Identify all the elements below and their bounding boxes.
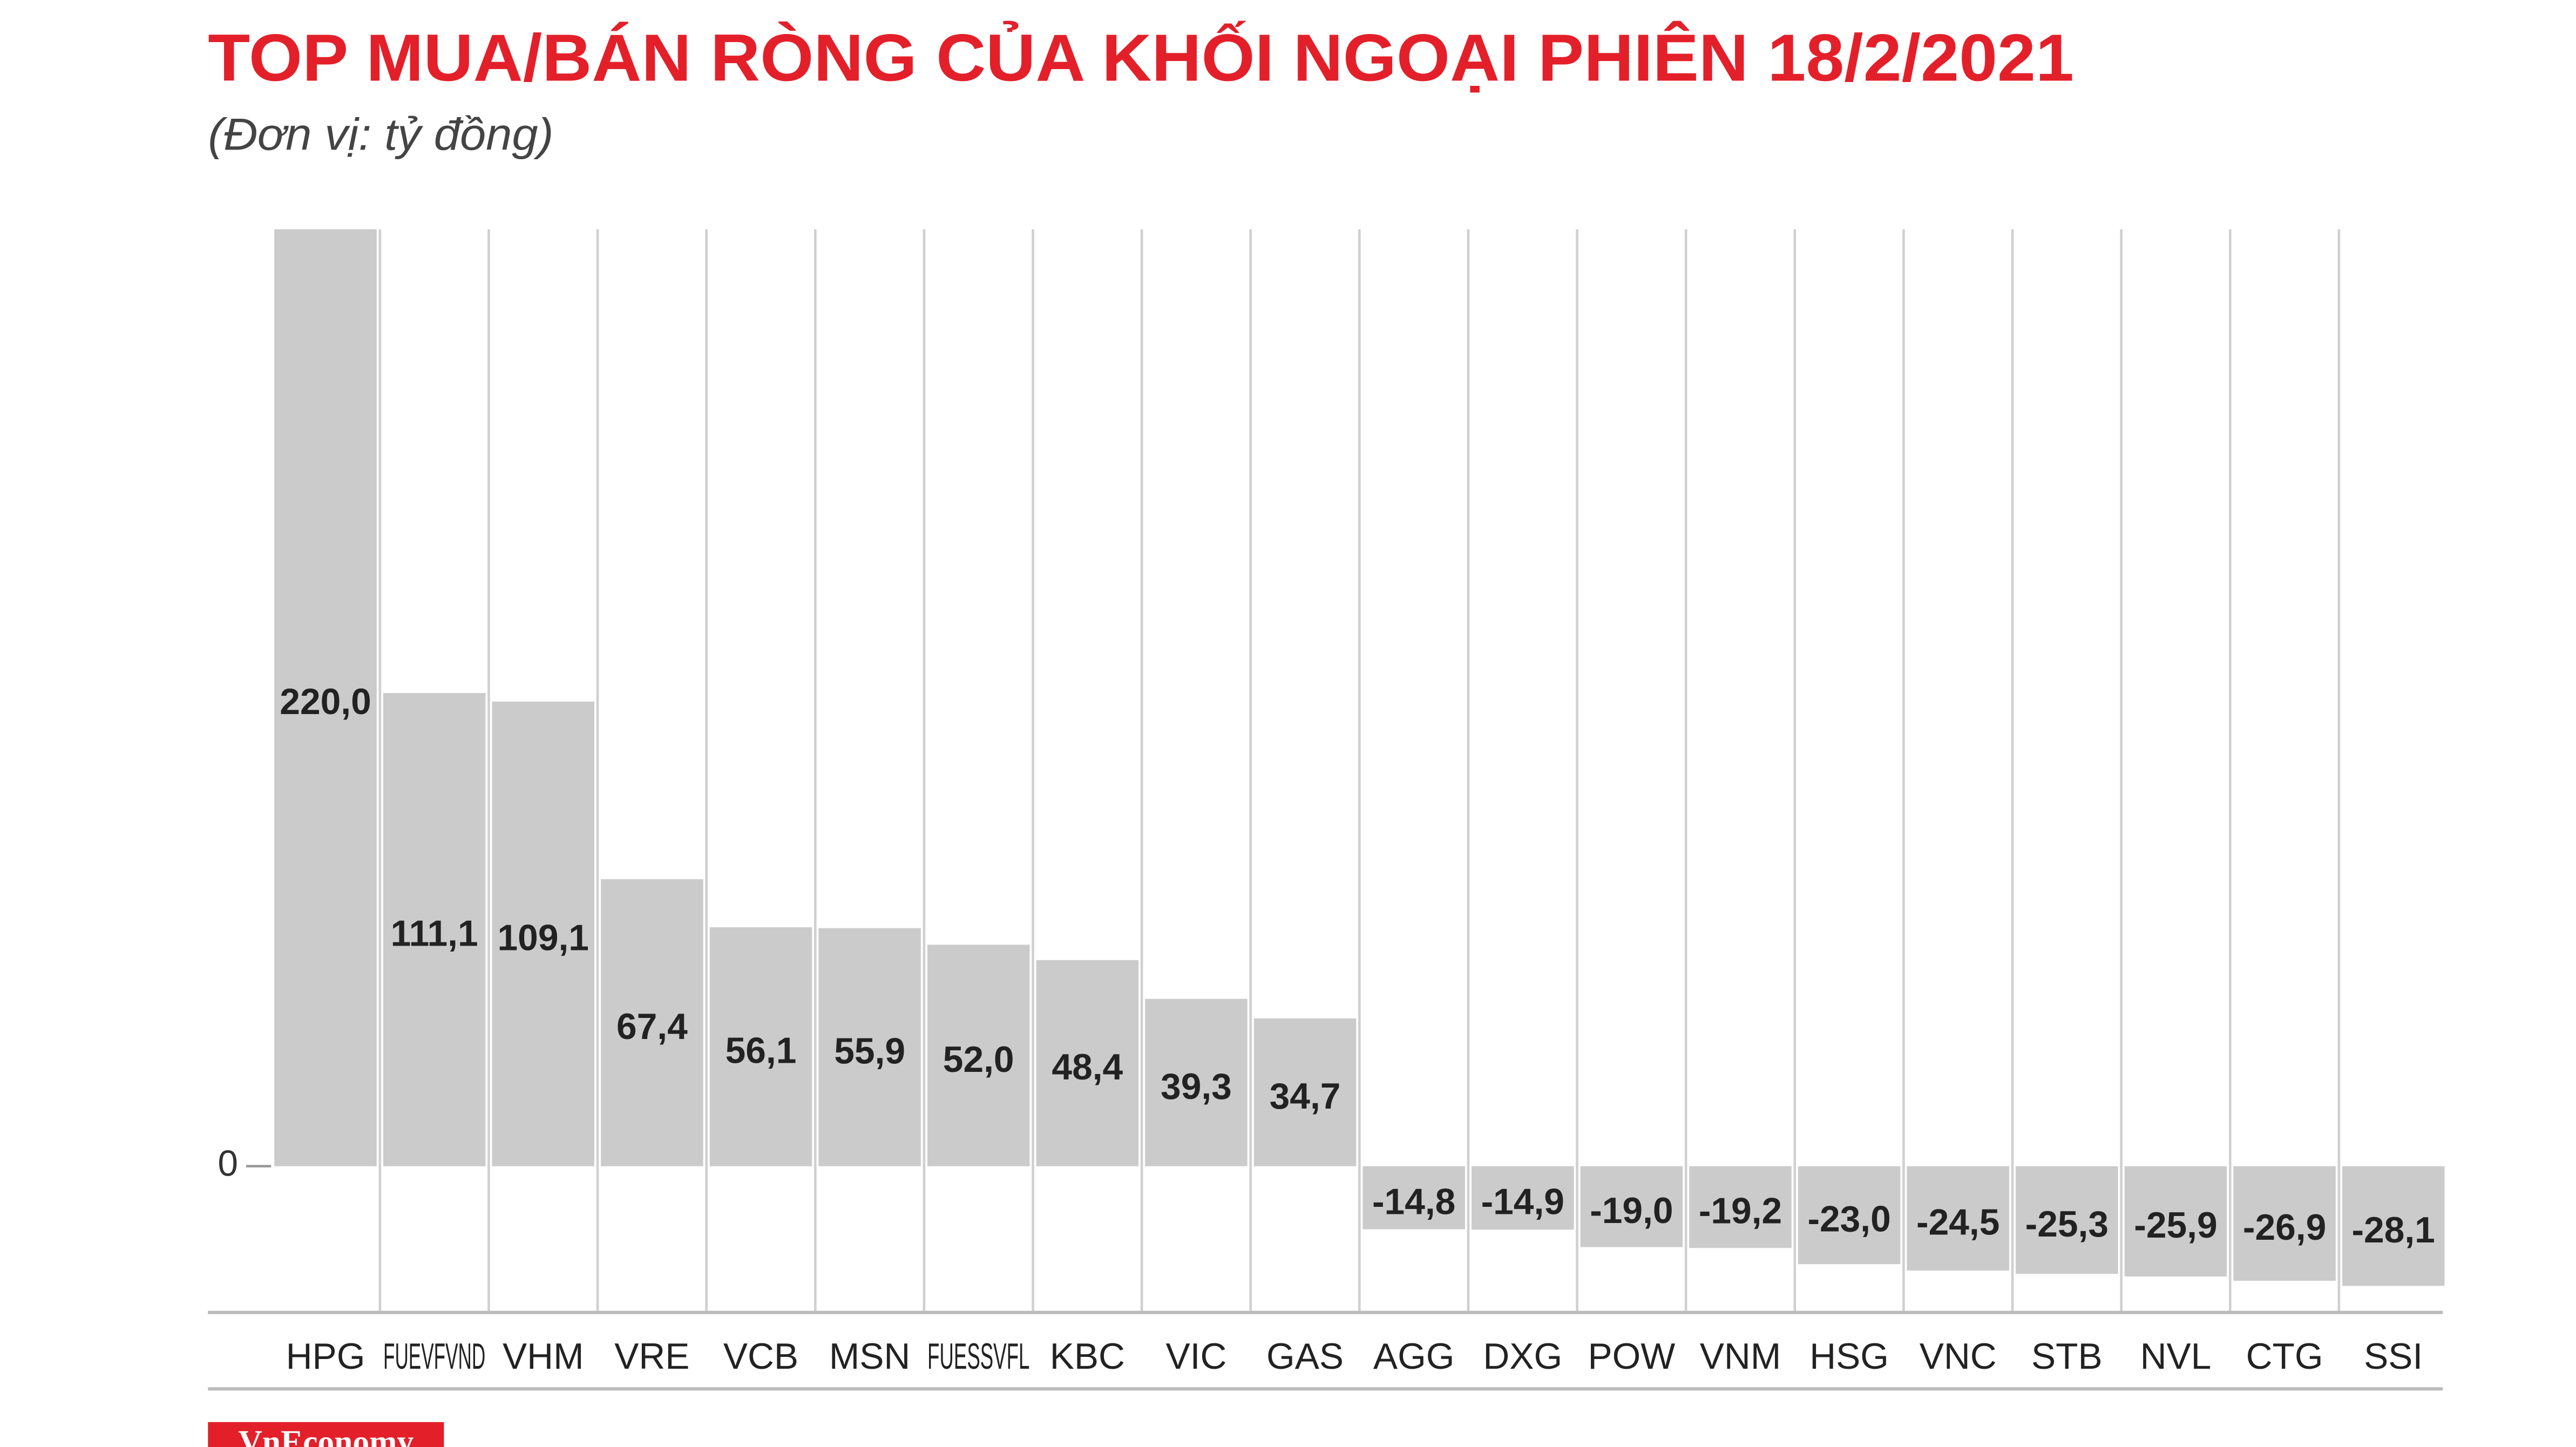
x-tick-label: SSI xyxy=(2364,1336,2423,1377)
value-label: 48,4 xyxy=(1052,1047,1123,1088)
value-label: -25,3 xyxy=(2025,1204,2109,1245)
source: VnEconomy xyxy=(238,1424,413,1447)
x-tick-label: CTG xyxy=(2246,1336,2323,1377)
x-tick-label: FUESSVFL xyxy=(927,1336,1029,1377)
bar xyxy=(1036,960,1139,1166)
y-tick-label: 0 xyxy=(218,1144,238,1184)
bar xyxy=(818,928,921,1166)
value-label: 220,0 xyxy=(280,682,371,722)
bar xyxy=(1253,1018,1357,1166)
value-label: -14,9 xyxy=(1481,1182,1564,1222)
x-tick-label: HPG xyxy=(286,1336,365,1377)
value-label: -28,1 xyxy=(2352,1210,2435,1251)
bar xyxy=(2233,1166,2336,1281)
x-tick-label: VIC xyxy=(1165,1336,1226,1377)
bar xyxy=(492,701,595,1166)
bar xyxy=(274,229,377,1166)
value-label: -25,9 xyxy=(2134,1205,2217,1246)
x-tick-label: DXG xyxy=(1483,1336,1562,1377)
value-label: -19,2 xyxy=(1699,1191,1782,1232)
bar xyxy=(1145,998,1248,1166)
bar xyxy=(927,945,1030,1166)
chart-subtitle: (Đơn vị: tỷ đồng) xyxy=(208,109,553,159)
bar xyxy=(1362,1166,1465,1229)
value-label: 109,1 xyxy=(498,918,589,958)
value-label: 67,4 xyxy=(616,1007,688,1047)
x-tick-label: GAS xyxy=(1266,1336,1344,1377)
x-tick-label: VCB xyxy=(723,1336,798,1377)
bar xyxy=(601,879,703,1166)
x-tick-label: VNC xyxy=(1920,1336,1997,1377)
bar xyxy=(709,927,812,1166)
x-tick-label: STB xyxy=(2031,1336,2103,1377)
x-tick-label: VNM xyxy=(1700,1336,1781,1377)
bar xyxy=(1472,1166,1574,1230)
x-tick-label: MSN xyxy=(829,1336,910,1377)
value-label: -19,0 xyxy=(1590,1191,1673,1231)
bar xyxy=(2016,1166,2118,1274)
value-label: 55,9 xyxy=(834,1031,905,1071)
value-label: 111,1 xyxy=(391,914,478,954)
value-label: 56,1 xyxy=(726,1031,797,1071)
value-label: 52,0 xyxy=(943,1040,1014,1080)
source-badge xyxy=(208,1422,444,1447)
x-tick-label: VHM xyxy=(503,1336,584,1377)
value-label: -14,8 xyxy=(1372,1181,1455,1222)
bar xyxy=(1689,1166,1792,1248)
value-label: -23,0 xyxy=(1807,1199,1890,1240)
x-tick-label: KBC xyxy=(1050,1336,1125,1377)
x-tick-label: FUEVFVND xyxy=(383,1336,485,1377)
value-label: 34,7 xyxy=(1270,1076,1341,1117)
x-tick-label: NVL xyxy=(2140,1336,2212,1377)
chart-title: TOP MUA/BÁN RÒNG CỦA KHỐI NGOẠI PHIÊN 18… xyxy=(208,21,2074,95)
x-tick-label: AGG xyxy=(1373,1336,1454,1377)
bar xyxy=(383,693,486,1166)
value-label: -24,5 xyxy=(1916,1203,1999,1243)
bar xyxy=(2342,1166,2445,1286)
bar xyxy=(1907,1166,2009,1271)
value-label: -26,9 xyxy=(2243,1207,2326,1248)
x-tick-label: VRE xyxy=(614,1336,689,1377)
x-tick-label: HSG xyxy=(1809,1336,1889,1377)
x-tick-label: POW xyxy=(1588,1336,1676,1377)
bar xyxy=(1798,1166,1901,1265)
bar xyxy=(1580,1166,1683,1247)
value-label: 39,3 xyxy=(1161,1066,1232,1107)
bar xyxy=(2124,1166,2227,1277)
